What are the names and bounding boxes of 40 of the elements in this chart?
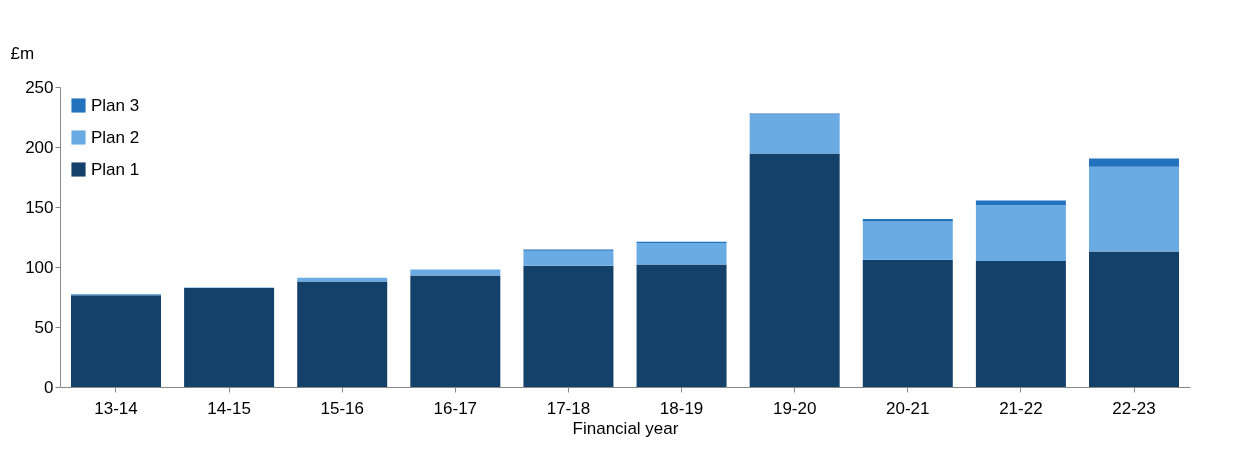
bar xyxy=(1089,251,1180,387)
legend-label: Plan 2 xyxy=(91,127,140,147)
y-tick-label: 100 xyxy=(25,257,54,277)
x-tick-label: 20-21 xyxy=(886,398,930,418)
bar xyxy=(636,264,727,387)
x-tick-label: 17-18 xyxy=(546,398,591,418)
bar xyxy=(862,221,953,260)
bar xyxy=(975,205,1066,261)
x-tick-label: 21-22 xyxy=(999,398,1043,418)
bar xyxy=(523,250,614,266)
y-tick-label: 150 xyxy=(25,197,54,217)
x-tick-label: 18-19 xyxy=(659,398,704,418)
y-tick-label: 200 xyxy=(25,137,54,157)
bar xyxy=(749,114,840,154)
x-tick-label: 15-16 xyxy=(320,398,364,418)
y-axis-title: £m xyxy=(10,43,35,63)
bar xyxy=(523,265,614,387)
bar xyxy=(297,281,388,387)
bar xyxy=(1089,158,1180,167)
legend-label: Plan 1 xyxy=(91,159,140,179)
x-tick-label: 22-23 xyxy=(1112,398,1156,418)
bar xyxy=(410,275,501,387)
y-tick-label: 250 xyxy=(25,77,54,97)
x-tick-label: 16-17 xyxy=(433,398,478,418)
bar xyxy=(636,243,727,265)
legend-label: Plan 3 xyxy=(91,95,140,115)
x-tick-label: 13-14 xyxy=(94,398,138,418)
y-tick-label: 0 xyxy=(44,377,54,397)
x-tick-label: 14-15 xyxy=(207,398,251,418)
x-tick-label: 19-20 xyxy=(772,398,817,418)
bar xyxy=(70,295,161,387)
bar xyxy=(749,153,840,387)
bar xyxy=(1089,166,1180,252)
bar xyxy=(184,288,275,387)
bar xyxy=(975,261,1066,387)
bar xyxy=(862,259,953,387)
bar xyxy=(410,269,501,276)
x-axis-title: Financial year xyxy=(572,418,679,438)
y-tick-label: 50 xyxy=(34,317,54,337)
bar xyxy=(975,200,1066,206)
